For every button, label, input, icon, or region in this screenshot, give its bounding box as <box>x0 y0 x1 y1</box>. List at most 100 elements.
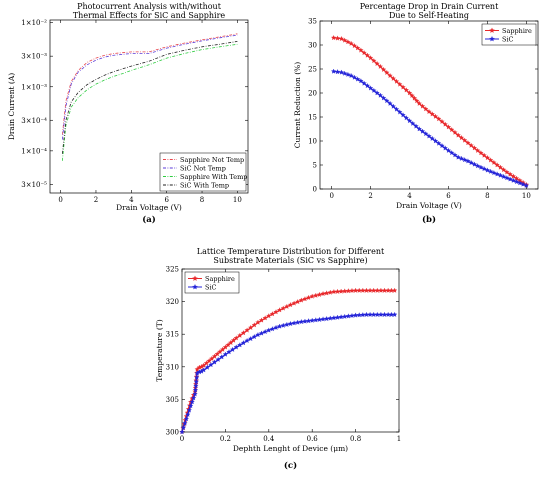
y-tick-label: 310 <box>166 363 179 371</box>
series-line <box>61 41 238 154</box>
series-marker <box>429 135 435 141</box>
series-marker <box>291 320 297 326</box>
series-marker <box>423 106 429 112</box>
chart-a: Photocurrent Analysis with/withoutTherma… <box>7 2 249 225</box>
series-marker <box>378 287 384 293</box>
series-marker <box>345 288 352 294</box>
x-tick-label: 2 <box>94 196 98 204</box>
series-marker <box>377 92 383 98</box>
series-marker <box>423 131 429 137</box>
x-axis-label: Drain Voltage (V) <box>396 201 462 210</box>
series-marker <box>237 342 243 348</box>
x-tick-label: 10 <box>522 192 531 200</box>
series-marker <box>277 323 283 329</box>
y-tick-label: 3×10⁻⁵ <box>21 181 47 189</box>
series-marker <box>269 326 276 332</box>
series-marker <box>262 329 268 335</box>
series-marker <box>400 112 406 118</box>
legend-label: Sapphire <box>205 275 235 283</box>
series-marker <box>380 66 387 72</box>
series-marker <box>403 87 409 93</box>
x-tick-label: 6 <box>164 196 169 204</box>
series-marker <box>452 129 458 135</box>
series-marker <box>237 332 243 338</box>
series-marker <box>387 100 393 106</box>
series-marker <box>384 98 390 104</box>
series-marker <box>266 313 272 319</box>
series-marker <box>392 311 398 317</box>
series-marker <box>269 311 276 317</box>
legend-marker <box>192 275 198 281</box>
series-marker <box>371 58 377 64</box>
series-marker <box>510 173 517 179</box>
series-marker <box>397 81 403 87</box>
legend-label: Sapphire <box>502 27 532 35</box>
series-marker <box>358 47 364 53</box>
series-marker <box>302 318 308 324</box>
series-marker <box>371 311 377 317</box>
series-marker <box>481 152 487 158</box>
series-marker <box>185 411 191 417</box>
series-marker <box>356 287 362 293</box>
chart-title-line: Due to Self-Heating <box>389 11 469 20</box>
series-marker <box>189 399 195 405</box>
legend-label: SiC With Temp <box>180 181 229 189</box>
series-marker <box>374 311 380 317</box>
series-marker <box>320 316 326 322</box>
series-marker <box>390 75 396 81</box>
series-marker <box>471 145 478 151</box>
series-marker <box>381 311 388 317</box>
series-marker <box>507 171 513 177</box>
x-tick-label: 1 <box>397 435 401 443</box>
series-marker <box>409 92 415 98</box>
series-marker <box>449 150 455 156</box>
y-tick-label: 10 <box>308 138 317 146</box>
y-tick-label: 320 <box>166 298 179 306</box>
series-marker <box>348 40 354 46</box>
series-marker <box>419 128 426 134</box>
series-marker <box>439 118 445 124</box>
series-marker <box>445 147 452 153</box>
series-marker <box>255 332 261 338</box>
series-marker <box>327 315 333 321</box>
series-marker <box>298 297 304 303</box>
series-marker <box>352 287 359 293</box>
series-marker <box>363 287 370 293</box>
series-marker <box>313 317 319 323</box>
legend-label: Sapphire Not Temp <box>180 156 244 164</box>
series-marker <box>413 123 419 129</box>
series-marker <box>226 349 232 355</box>
series-marker <box>204 364 210 370</box>
y-axis-label: Current Reduction (%) <box>293 62 302 149</box>
series-marker <box>442 121 448 127</box>
series-marker <box>452 152 458 158</box>
series-marker <box>475 147 481 153</box>
panel-label: (b) <box>422 214 436 225</box>
series-marker <box>411 95 418 101</box>
series-marker <box>364 52 371 58</box>
chart-title-line: Thermal Effects for SiC and Sapphire <box>73 11 226 20</box>
series-marker <box>442 145 448 151</box>
panel-label: (c) <box>284 460 297 471</box>
series-marker <box>280 322 286 328</box>
series-marker <box>330 68 337 74</box>
y-tick-label: 25 <box>308 66 317 74</box>
legend-marker <box>489 36 495 42</box>
series-marker <box>406 118 413 124</box>
series-marker <box>439 143 445 149</box>
x-tick-label: 0.2 <box>220 435 231 443</box>
series-marker <box>233 344 239 350</box>
series-marker <box>351 43 358 49</box>
series-marker <box>298 319 304 325</box>
series-marker <box>273 309 279 315</box>
series-marker <box>305 318 312 324</box>
series-marker <box>305 294 312 300</box>
series-marker <box>393 106 400 112</box>
series-marker <box>190 395 197 401</box>
series-marker <box>266 327 272 333</box>
series-marker <box>295 299 301 305</box>
series-marker <box>183 416 189 422</box>
legend-label: SiC <box>502 35 514 43</box>
legend-marker <box>489 27 495 33</box>
